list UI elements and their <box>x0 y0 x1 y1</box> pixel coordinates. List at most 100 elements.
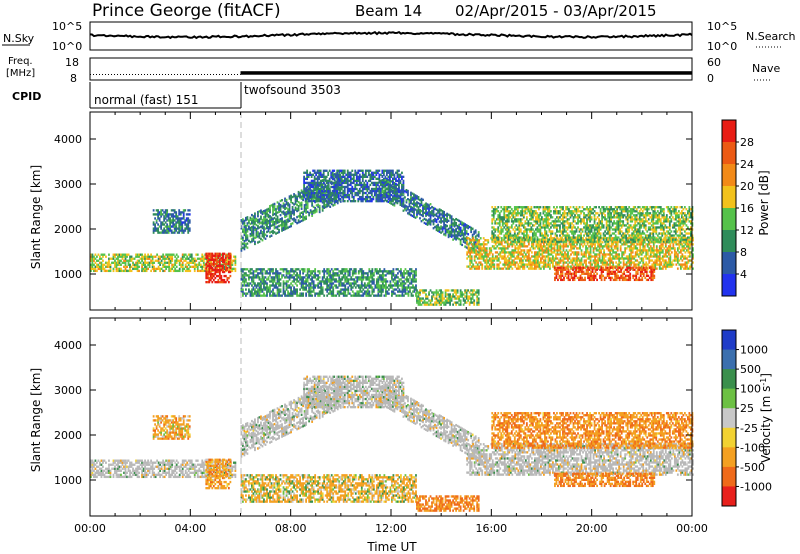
power-cell <box>345 294 348 297</box>
power-cell <box>595 259 598 262</box>
power-cell <box>158 217 161 220</box>
power-cell <box>331 199 334 203</box>
power-cell <box>558 263 560 266</box>
power-cell <box>379 194 382 197</box>
power-cell <box>376 177 379 181</box>
cpid-label: CPID <box>12 90 41 103</box>
power-cell <box>218 272 221 276</box>
power-cell <box>595 253 598 256</box>
power-cell <box>443 225 445 228</box>
power-cell <box>412 274 414 277</box>
power-cell <box>347 290 350 293</box>
power-cell <box>475 251 478 254</box>
power-cell <box>179 211 182 214</box>
power-cell <box>287 294 289 297</box>
power-cell <box>330 175 333 178</box>
power-cell <box>124 257 127 260</box>
power-cell <box>321 173 324 176</box>
power-cell <box>506 255 509 258</box>
power-cell <box>243 292 246 295</box>
power-cell <box>405 191 408 194</box>
power-cell <box>570 261 572 264</box>
power-cell <box>539 261 542 264</box>
power-cell <box>302 284 305 287</box>
power-cell <box>315 190 318 193</box>
power-cell <box>574 245 577 248</box>
power-cell <box>209 272 212 276</box>
power-cell <box>497 259 500 262</box>
power-cell <box>604 255 607 258</box>
power-cell <box>358 169 361 172</box>
power-cell <box>243 243 246 247</box>
power-cell <box>251 288 253 291</box>
power-cell <box>319 199 322 203</box>
power-cell <box>464 227 467 230</box>
power-cell <box>126 255 128 258</box>
power-cell <box>318 183 321 187</box>
power-cell <box>102 255 104 258</box>
power-cell <box>612 251 615 254</box>
power-cell <box>591 255 593 258</box>
power-cell <box>272 294 274 297</box>
power-cell <box>142 261 145 264</box>
power-cell <box>360 199 363 203</box>
power-cell <box>297 215 300 218</box>
power-cell <box>336 199 339 203</box>
power-cell <box>403 280 405 283</box>
power-cell <box>321 197 324 201</box>
power-cell <box>205 266 208 270</box>
power-cell <box>306 193 309 197</box>
power-cell <box>505 267 508 270</box>
power-cell <box>440 219 442 222</box>
power-cell <box>257 235 259 238</box>
power-cell <box>358 187 361 191</box>
power-cell <box>355 179 358 183</box>
power-cell <box>266 294 268 297</box>
power-cell <box>361 183 364 187</box>
power-cell <box>246 242 249 245</box>
power-cell <box>305 211 308 214</box>
power-cell <box>329 278 332 281</box>
power-cell <box>127 261 130 264</box>
power-cell <box>385 187 388 191</box>
power-cell <box>114 259 116 262</box>
power-cell <box>604 243 607 246</box>
power-cell <box>609 257 612 260</box>
power-cell <box>550 249 553 252</box>
power-cell <box>423 217 426 221</box>
power-cell <box>218 274 221 278</box>
power-cell <box>209 266 212 270</box>
power-cell <box>169 253 172 256</box>
power-cell <box>263 212 265 215</box>
power-cell <box>105 261 107 264</box>
power-cell <box>601 247 604 250</box>
power-cell <box>375 294 378 297</box>
power-cell <box>398 169 400 172</box>
power-cell <box>388 173 391 176</box>
power-cell <box>502 257 505 260</box>
power-cell <box>475 255 478 258</box>
power-cell <box>102 265 104 268</box>
power-cell <box>380 288 383 291</box>
power-cell <box>294 270 297 273</box>
power-cell <box>285 284 288 287</box>
power-cell <box>120 255 122 258</box>
power-cell <box>99 261 101 264</box>
power-cell <box>246 234 249 237</box>
power-cell <box>332 272 335 275</box>
power-cell <box>384 286 387 289</box>
power-cell <box>199 259 202 262</box>
power-cell <box>261 212 264 216</box>
power-cell <box>402 187 405 191</box>
power-cell <box>310 199 313 203</box>
power-cell <box>201 253 204 256</box>
power-cell <box>512 255 515 258</box>
power-cell <box>278 220 280 224</box>
power-cell <box>358 197 361 201</box>
power-cell <box>344 276 347 279</box>
power-cell <box>438 208 441 211</box>
power-cell <box>248 290 250 293</box>
power-cell <box>413 276 416 279</box>
power-cell <box>306 177 309 181</box>
power-cell <box>257 282 259 285</box>
